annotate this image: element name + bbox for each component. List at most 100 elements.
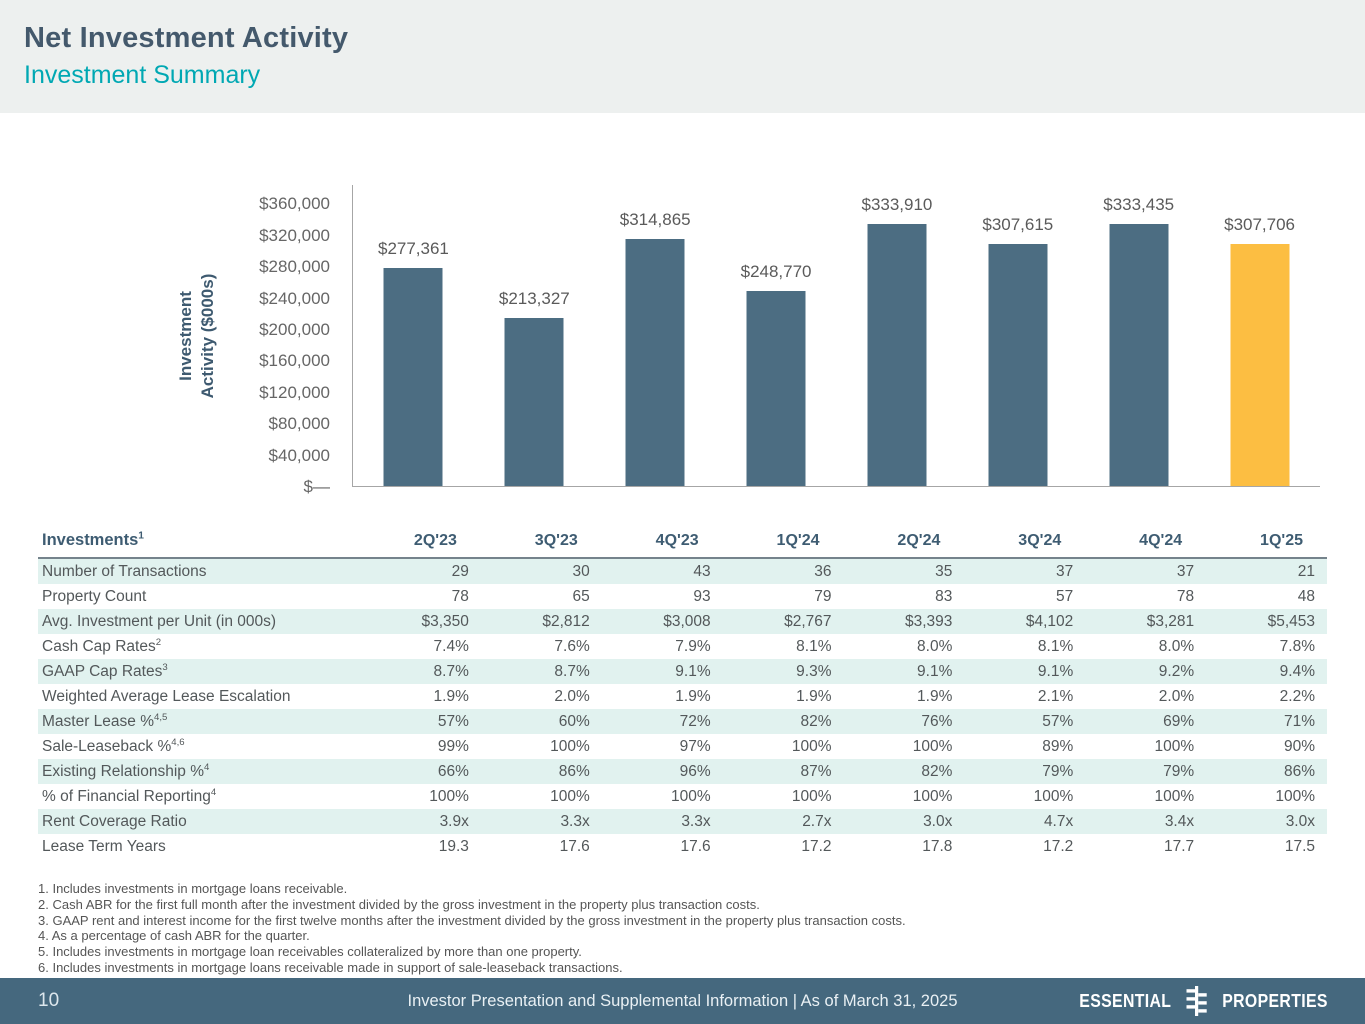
table-row: Existing Relationship %4 66% 86% 96% 87% 82% 7…: [38, 759, 1327, 784]
table-row: Master Lease %4,5 57% 60% 72% 82% 76% 57% 69% 71…: [38, 709, 1327, 734]
bar-value-label: $248,770: [740, 261, 812, 281]
table-row: Sale-Leaseback %4,6 99% 100% 97% 100% 100% 89%…: [38, 734, 1327, 759]
column-header-4Q'24: 4Q'24: [1085, 531, 1207, 559]
cell-value: 93: [693, 587, 711, 605]
y-tick-label: $280,000: [259, 257, 330, 277]
cell-value: 8.0%: [1158, 637, 1195, 655]
bar-slot-3Q'23: $213,327: [474, 185, 595, 486]
bar-slot-1Q'25: $307,706: [1199, 185, 1320, 486]
row-label: Master Lease %4,5: [42, 711, 168, 730]
cell-value: 100%: [791, 737, 832, 755]
cell-value: 69%: [1163, 712, 1195, 730]
footnote: 4. As a percentage of cash ABR for the q…: [38, 928, 310, 944]
cell-value: 7.8%: [1279, 637, 1315, 655]
table-row: Cash Cap Rates2 7.4% 7.6% 7.9% 8.1% 8.0% 8.1% 8…: [38, 634, 1327, 659]
bar-value-label: $213,327: [498, 289, 570, 309]
cell-value: 30: [572, 562, 590, 580]
bar-1Q'24: [746, 290, 806, 486]
cell-value: 17.6: [559, 837, 590, 855]
bar-2Q'23: [383, 268, 443, 486]
table-row: Rent Coverage Ratio 3.9x 3.3x 3.3x 2.7x 3.0x 4…: [38, 809, 1327, 834]
column-header-4Q'23: 4Q'23: [601, 531, 723, 559]
column-header-3Q'24: 3Q'24: [964, 531, 1086, 559]
cell-value: 21: [1297, 562, 1315, 580]
cell-value: 17.8: [922, 837, 953, 855]
bar-2Q'24: [867, 223, 927, 486]
bar-3Q'24: [988, 244, 1048, 486]
table-row: Number of Transactions 29 30 43 36 35 37 37 21: [38, 558, 1327, 584]
cell-value: 71%: [1283, 712, 1315, 730]
cell-value: $3,393: [904, 612, 953, 630]
bar-value-label: $307,706: [1224, 215, 1296, 235]
cell-value: 8.1%: [796, 637, 832, 655]
column-header-2Q'23: 2Q'23: [360, 531, 481, 559]
column-header-3Q'23: 3Q'23: [480, 531, 602, 559]
cell-value: 89%: [1042, 737, 1074, 755]
row-label: Rent Coverage Ratio: [42, 812, 187, 830]
footnote: 2. Cash ABR for the first full month aft…: [38, 896, 760, 912]
cell-value: 96%: [679, 762, 711, 780]
logo-word-essential: ESSENTIAL: [1079, 990, 1172, 1011]
cell-value: 72%: [679, 712, 711, 730]
cell-value: 17.7: [1163, 837, 1195, 855]
y-tick-label: $120,000: [259, 382, 330, 402]
cell-value: 1.9%: [796, 687, 832, 705]
cell-value: 2.2%: [1279, 687, 1315, 705]
cell-value: 57: [1056, 587, 1074, 605]
y-tick-label: $320,000: [259, 225, 330, 245]
plot-area: $277,361 $213,327 $314,865 $248,770 $333,910…: [352, 185, 1320, 487]
cell-value: 2.7x: [802, 812, 832, 830]
table-header-row: Investments1 2Q'23 3Q'23 4Q'23 1Q'24 2Q'24 3Q'…: [38, 531, 1327, 559]
footnote: 1. Includes investments in mortgage loan…: [38, 881, 348, 896]
cell-value: 4.7x: [1043, 812, 1074, 830]
cell-value: 57%: [1042, 712, 1074, 730]
column-header-1Q'25: 1Q'25: [1206, 531, 1327, 559]
footer-caption: Investor Presentation and Supplemental I…: [407, 991, 958, 1010]
cell-value: 100%: [550, 787, 590, 805]
cell-value: 66%: [437, 762, 469, 780]
cell-value: 100%: [1033, 787, 1074, 805]
bar-1Q'25: [1230, 244, 1290, 486]
cell-value: 3.0x: [923, 812, 953, 830]
cell-value: 2.0%: [1158, 687, 1195, 705]
table-row: Weighted Average Lease Escalation 1.9% 2.0…: [38, 684, 1327, 709]
footnote: 6. Includes investments in mortgage loan…: [38, 959, 623, 975]
y-tick-label: $—: [303, 477, 330, 496]
table-corner-label: Investments1: [38, 531, 360, 559]
table-row: Property Count 78 65 93 79 83 57 78 48: [38, 584, 1327, 609]
cell-value: 3.0x: [1285, 812, 1315, 830]
y-tick-label: $360,000: [259, 194, 330, 214]
cell-value: $3,008: [663, 612, 711, 630]
row-label: % of Financial Reporting4: [42, 786, 217, 805]
bar-slot-4Q'24: $333,435: [1078, 185, 1199, 486]
row-label: Sale-Leaseback %4,6: [42, 736, 185, 755]
cell-value: 8.7%: [554, 662, 590, 680]
logo-word-properties: PROPERTIES: [1222, 990, 1328, 1011]
bar-value-label: $333,910: [861, 194, 933, 214]
footnote: 3. GAAP rent and interest income for the…: [38, 912, 906, 928]
cell-value: 9.1%: [1037, 662, 1074, 680]
table-row: Lease Term Years 19.3 17.6 17.6 17.2 17.8 17.2…: [38, 834, 1327, 859]
row-label: Avg. Investment per Unit (in 000s): [42, 612, 277, 630]
column-header-2Q'24: 2Q'24: [843, 531, 965, 559]
y-tick-label: $160,000: [259, 351, 330, 371]
cell-value: $5,453: [1267, 612, 1315, 630]
cell-value: 8.1%: [1037, 637, 1074, 655]
table-row: GAAP Cap Rates3 8.7% 8.7% 9.1% 9.3% 9.1% 9.1% 9…: [38, 659, 1327, 684]
y-tick-label: $200,000: [259, 319, 330, 339]
cell-value: 65: [572, 587, 590, 605]
cell-value: 7.4%: [433, 637, 469, 655]
table-row: Avg. Investment per Unit (in 000s) $3,350…: [38, 609, 1327, 634]
bar-4Q'24: [1109, 224, 1169, 486]
cell-value: 17.2: [1043, 837, 1074, 855]
cell-value: 37: [1176, 562, 1195, 580]
cell-value: 79%: [1042, 762, 1074, 780]
cell-value: 1.9%: [433, 687, 469, 705]
cell-value: 79%: [1163, 762, 1195, 780]
cell-value: 86%: [558, 762, 590, 780]
cell-value: 8.0%: [917, 637, 953, 655]
cell-value: 82%: [800, 712, 832, 730]
cell-value: $4,102: [1025, 612, 1074, 630]
cell-value: 100%: [550, 737, 590, 755]
